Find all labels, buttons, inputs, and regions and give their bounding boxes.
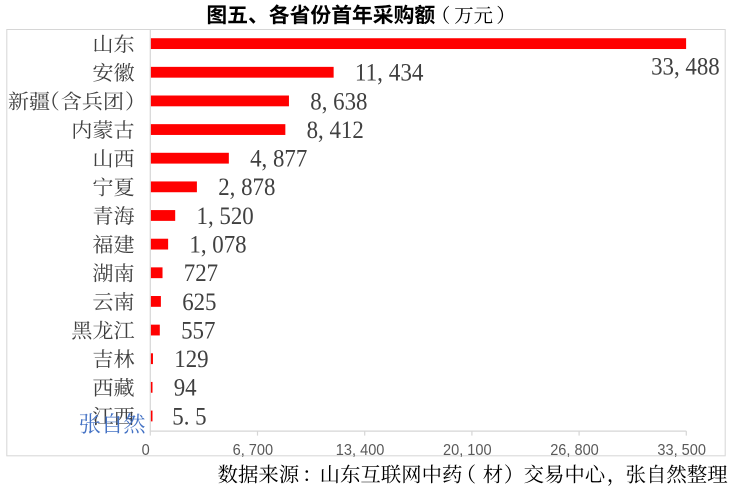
svg-text:1, 078: 1, 078 [189, 232, 246, 259]
svg-text:8, 638: 8, 638 [310, 88, 367, 115]
svg-text:33, 500: 33, 500 [657, 442, 706, 459]
svg-text:2, 878: 2, 878 [218, 174, 275, 201]
svg-text:6, 700: 6, 700 [233, 442, 274, 459]
svg-text:5. 5: 5. 5 [172, 403, 206, 430]
svg-text:557: 557 [181, 318, 215, 345]
svg-text:26, 800: 26, 800 [550, 442, 599, 459]
svg-text:4, 877: 4, 877 [250, 146, 307, 173]
svg-text:1, 520: 1, 520 [197, 203, 254, 230]
svg-text:33, 488: 33, 488 [651, 53, 720, 80]
svg-text:129: 129 [174, 346, 208, 373]
svg-text:11, 434: 11, 434 [355, 60, 424, 87]
svg-text:20, 100: 20, 100 [443, 442, 492, 459]
svg-text:0: 0 [142, 442, 150, 459]
svg-text:13, 400: 13, 400 [336, 442, 385, 459]
svg-text:625: 625 [182, 289, 216, 316]
svg-text:94: 94 [174, 375, 197, 402]
svg-text:8, 412: 8, 412 [307, 117, 364, 144]
svg-text:727: 727 [184, 260, 218, 287]
